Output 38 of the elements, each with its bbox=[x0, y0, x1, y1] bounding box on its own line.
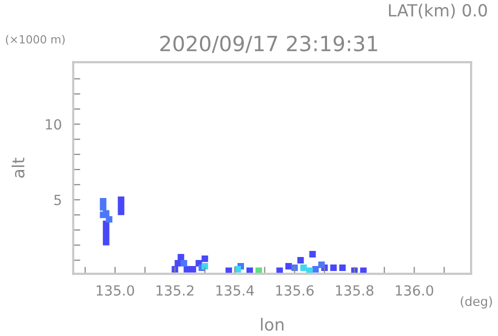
x-tick-label: 135.6 bbox=[276, 285, 314, 296]
point bbox=[339, 264, 346, 272]
point bbox=[202, 255, 208, 262]
point bbox=[190, 266, 196, 273]
x-tick-label: 135.2 bbox=[156, 285, 194, 296]
point bbox=[100, 198, 106, 205]
point bbox=[300, 264, 307, 272]
point bbox=[118, 208, 124, 216]
chart-title: 2020/09/17 23:19:31 bbox=[160, 36, 378, 54]
text: (×1000 m) bbox=[6, 34, 65, 45]
point bbox=[102, 232, 110, 240]
point bbox=[100, 212, 106, 218]
point bbox=[180, 260, 188, 267]
point bbox=[309, 250, 316, 258]
x-tick-label: 135.4 bbox=[216, 285, 254, 296]
y-tick-label: 5 bbox=[54, 194, 61, 206]
point bbox=[106, 216, 112, 223]
x-tick-label: 135.8 bbox=[336, 285, 374, 296]
point bbox=[118, 202, 124, 210]
point bbox=[202, 263, 208, 270]
y-axis-title: alt bbox=[12, 158, 25, 178]
x-tick-label: 135.0 bbox=[96, 285, 134, 296]
x-axis-title: lon bbox=[261, 318, 284, 331]
point bbox=[297, 256, 304, 264]
point bbox=[118, 196, 124, 204]
point bbox=[330, 264, 337, 272]
x-tick-label: 136.0 bbox=[396, 285, 434, 296]
point bbox=[100, 204, 106, 211]
point bbox=[102, 226, 110, 234]
y-tick-label: 10 bbox=[46, 119, 62, 130]
point bbox=[318, 262, 325, 268]
point bbox=[285, 263, 292, 270]
text: LAT(km) 0.0 bbox=[389, 4, 487, 19]
point bbox=[291, 264, 298, 272]
point bbox=[312, 266, 319, 273]
point bbox=[178, 254, 184, 260]
point bbox=[102, 238, 110, 246]
text: (deg) bbox=[460, 296, 492, 308]
